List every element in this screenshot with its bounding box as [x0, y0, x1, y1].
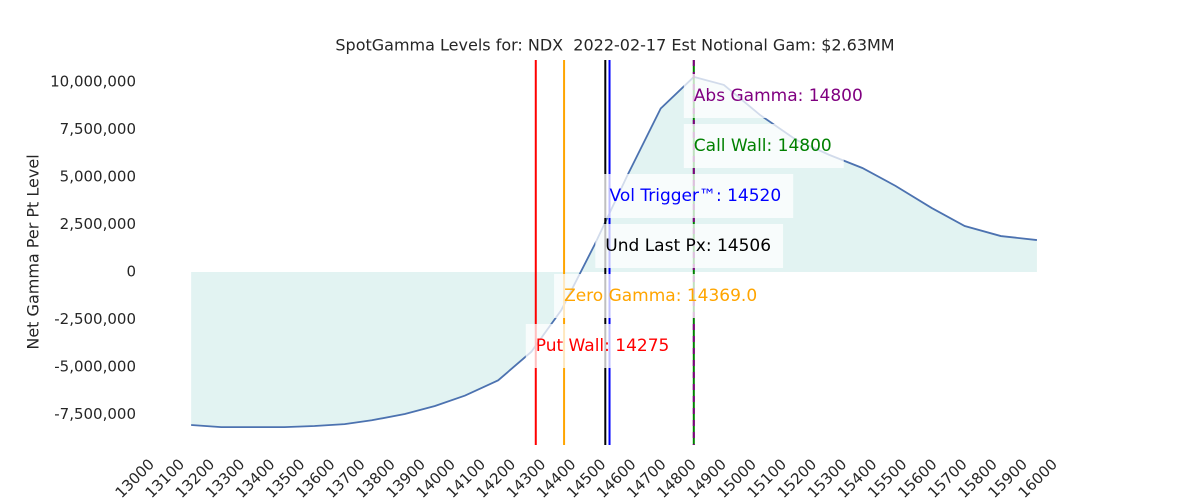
line: [191, 75, 1038, 429]
y-tick-label: -2,500,000: [54, 310, 136, 328]
y-tick-label: 5,000,000: [60, 167, 136, 185]
annotation: Vol Trigger™: 14520: [599, 174, 794, 218]
annotation: Zero Gamma: 14369.0: [554, 274, 770, 318]
annotation-label: Vol Trigger™: 14520: [610, 186, 782, 206]
annotation-box: [683, 74, 875, 118]
y-tick-label: -7,500,000: [54, 405, 136, 423]
y-axis-label: Net Gamma Per Pt Level: [24, 154, 43, 349]
y-tick-label: 0: [126, 262, 136, 280]
annotation-label: Put Wall: 14275: [536, 336, 670, 356]
y-tick-label: 2,500,000: [60, 215, 136, 233]
annotation-box: [554, 274, 770, 318]
chart-title: SpotGamma Levels for: NDX 2022-02-17 Est…: [335, 36, 894, 55]
y-tick-label: 10,000,000: [50, 72, 136, 90]
y-tick-label: 7,500,000: [60, 120, 136, 138]
annotation: Call Wall: 14800: [683, 124, 844, 168]
annotation-box: [599, 174, 794, 218]
annotation-label: Und Last Px: 14506: [605, 236, 771, 256]
annotation: Abs Gamma: 14800: [683, 74, 875, 118]
annotation-label: Call Wall: 14800: [694, 136, 832, 156]
annotation-label: Zero Gamma: 14369.0: [564, 286, 757, 306]
annotation-box: [595, 224, 784, 268]
annotation: Und Last Px: 14506: [595, 224, 784, 268]
annotation: Put Wall: 14275: [525, 324, 682, 368]
annotation-box: [683, 124, 844, 168]
annotation-box: [525, 324, 682, 368]
annotation-label: Abs Gamma: 14800: [694, 86, 863, 106]
y-tick-label: -5,000,000: [54, 358, 136, 376]
